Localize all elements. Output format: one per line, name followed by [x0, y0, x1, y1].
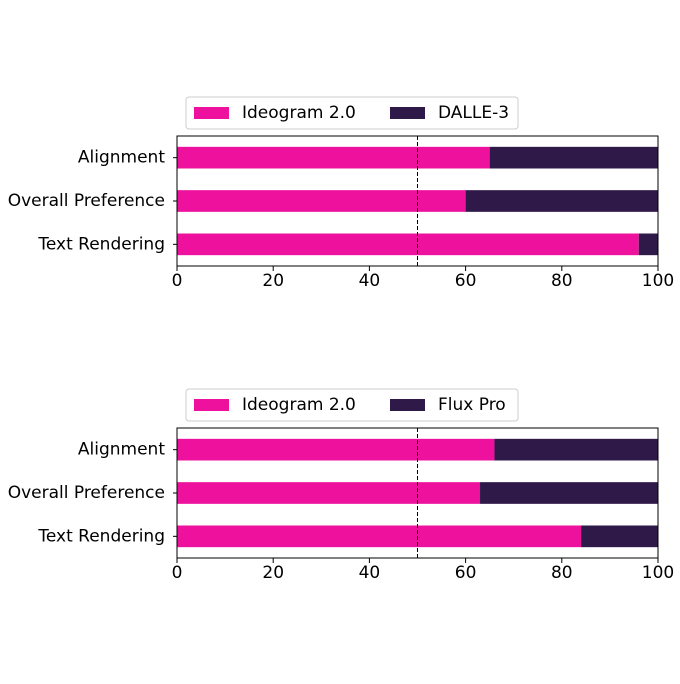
legend-swatch-1-0 [194, 399, 229, 411]
bar-0-0-1 [177, 190, 466, 212]
x-tick-label-1-0: 0 [172, 563, 183, 583]
bar-1-1-1 [480, 482, 658, 504]
x-tick-label-0-1: 20 [262, 271, 284, 291]
chart-dalle3-comparison: Alignment Overall Preference Text Renderin… [8, 96, 674, 291]
x-tick-label-1-1: 20 [262, 563, 284, 583]
x-tick-label-1-2: 40 [359, 563, 381, 583]
legend-label-1-1: Flux Pro [438, 395, 506, 415]
y-tick-label-0-0: Alignment [78, 148, 165, 168]
y-tick-label-1-2: Text Rendering [37, 526, 165, 546]
axes-frame-1 [176, 427, 659, 559]
legend-swatch-1-1 [390, 399, 425, 411]
y-tick-label-0-2: Text Rendering [37, 234, 165, 254]
chart-flux-pro-comparison: Alignment Overall Preference Text Renderin… [8, 388, 674, 583]
bar-1-1-2 [581, 525, 658, 548]
axes-frame-0 [176, 135, 659, 267]
x-tick-label-1-3: 60 [455, 563, 477, 583]
legend-0: Ideogram 2.0 DALLE-3 [185, 96, 519, 130]
x-tick-label-0-3: 60 [455, 271, 477, 291]
legend-1: Ideogram 2.0 Flux Pro [185, 388, 519, 422]
legend-swatch-0-0 [194, 107, 229, 119]
bar-0-1-1 [465, 190, 658, 212]
bar-1-0-0 [177, 438, 495, 461]
bar-1-1-0 [494, 438, 658, 461]
y-tick-label-1-1: Overall Preference [8, 483, 165, 503]
x-tick-label-0-5: 100 [642, 271, 674, 291]
legend-box-0 [185, 96, 519, 130]
legend-swatch-0-1 [390, 107, 425, 119]
x-tick-label-0-4: 80 [551, 271, 573, 291]
bar-0-1-0 [489, 146, 658, 169]
legend-label-1-0: Ideogram 2.0 [242, 395, 356, 415]
x-tick-label-0-0: 0 [172, 271, 183, 291]
y-tick-label-1-0: Alignment [78, 440, 165, 460]
legend-label-0-1: DALLE-3 [438, 103, 509, 123]
bar-1-0-1 [177, 482, 481, 504]
x-tick-label-0-2: 40 [359, 271, 381, 291]
y-tick-label-0-1: Overall Preference [8, 191, 165, 211]
bar-0-1-2 [638, 233, 658, 256]
legend-label-0-0: Ideogram 2.0 [242, 103, 356, 123]
bar-0-0-0 [177, 146, 490, 169]
legend-box-1 [185, 388, 519, 422]
bar-1-0-2 [177, 525, 582, 548]
x-tick-label-1-4: 80 [551, 563, 573, 583]
x-tick-label-1-5: 100 [642, 563, 674, 583]
bar-0-0-2 [177, 233, 639, 256]
